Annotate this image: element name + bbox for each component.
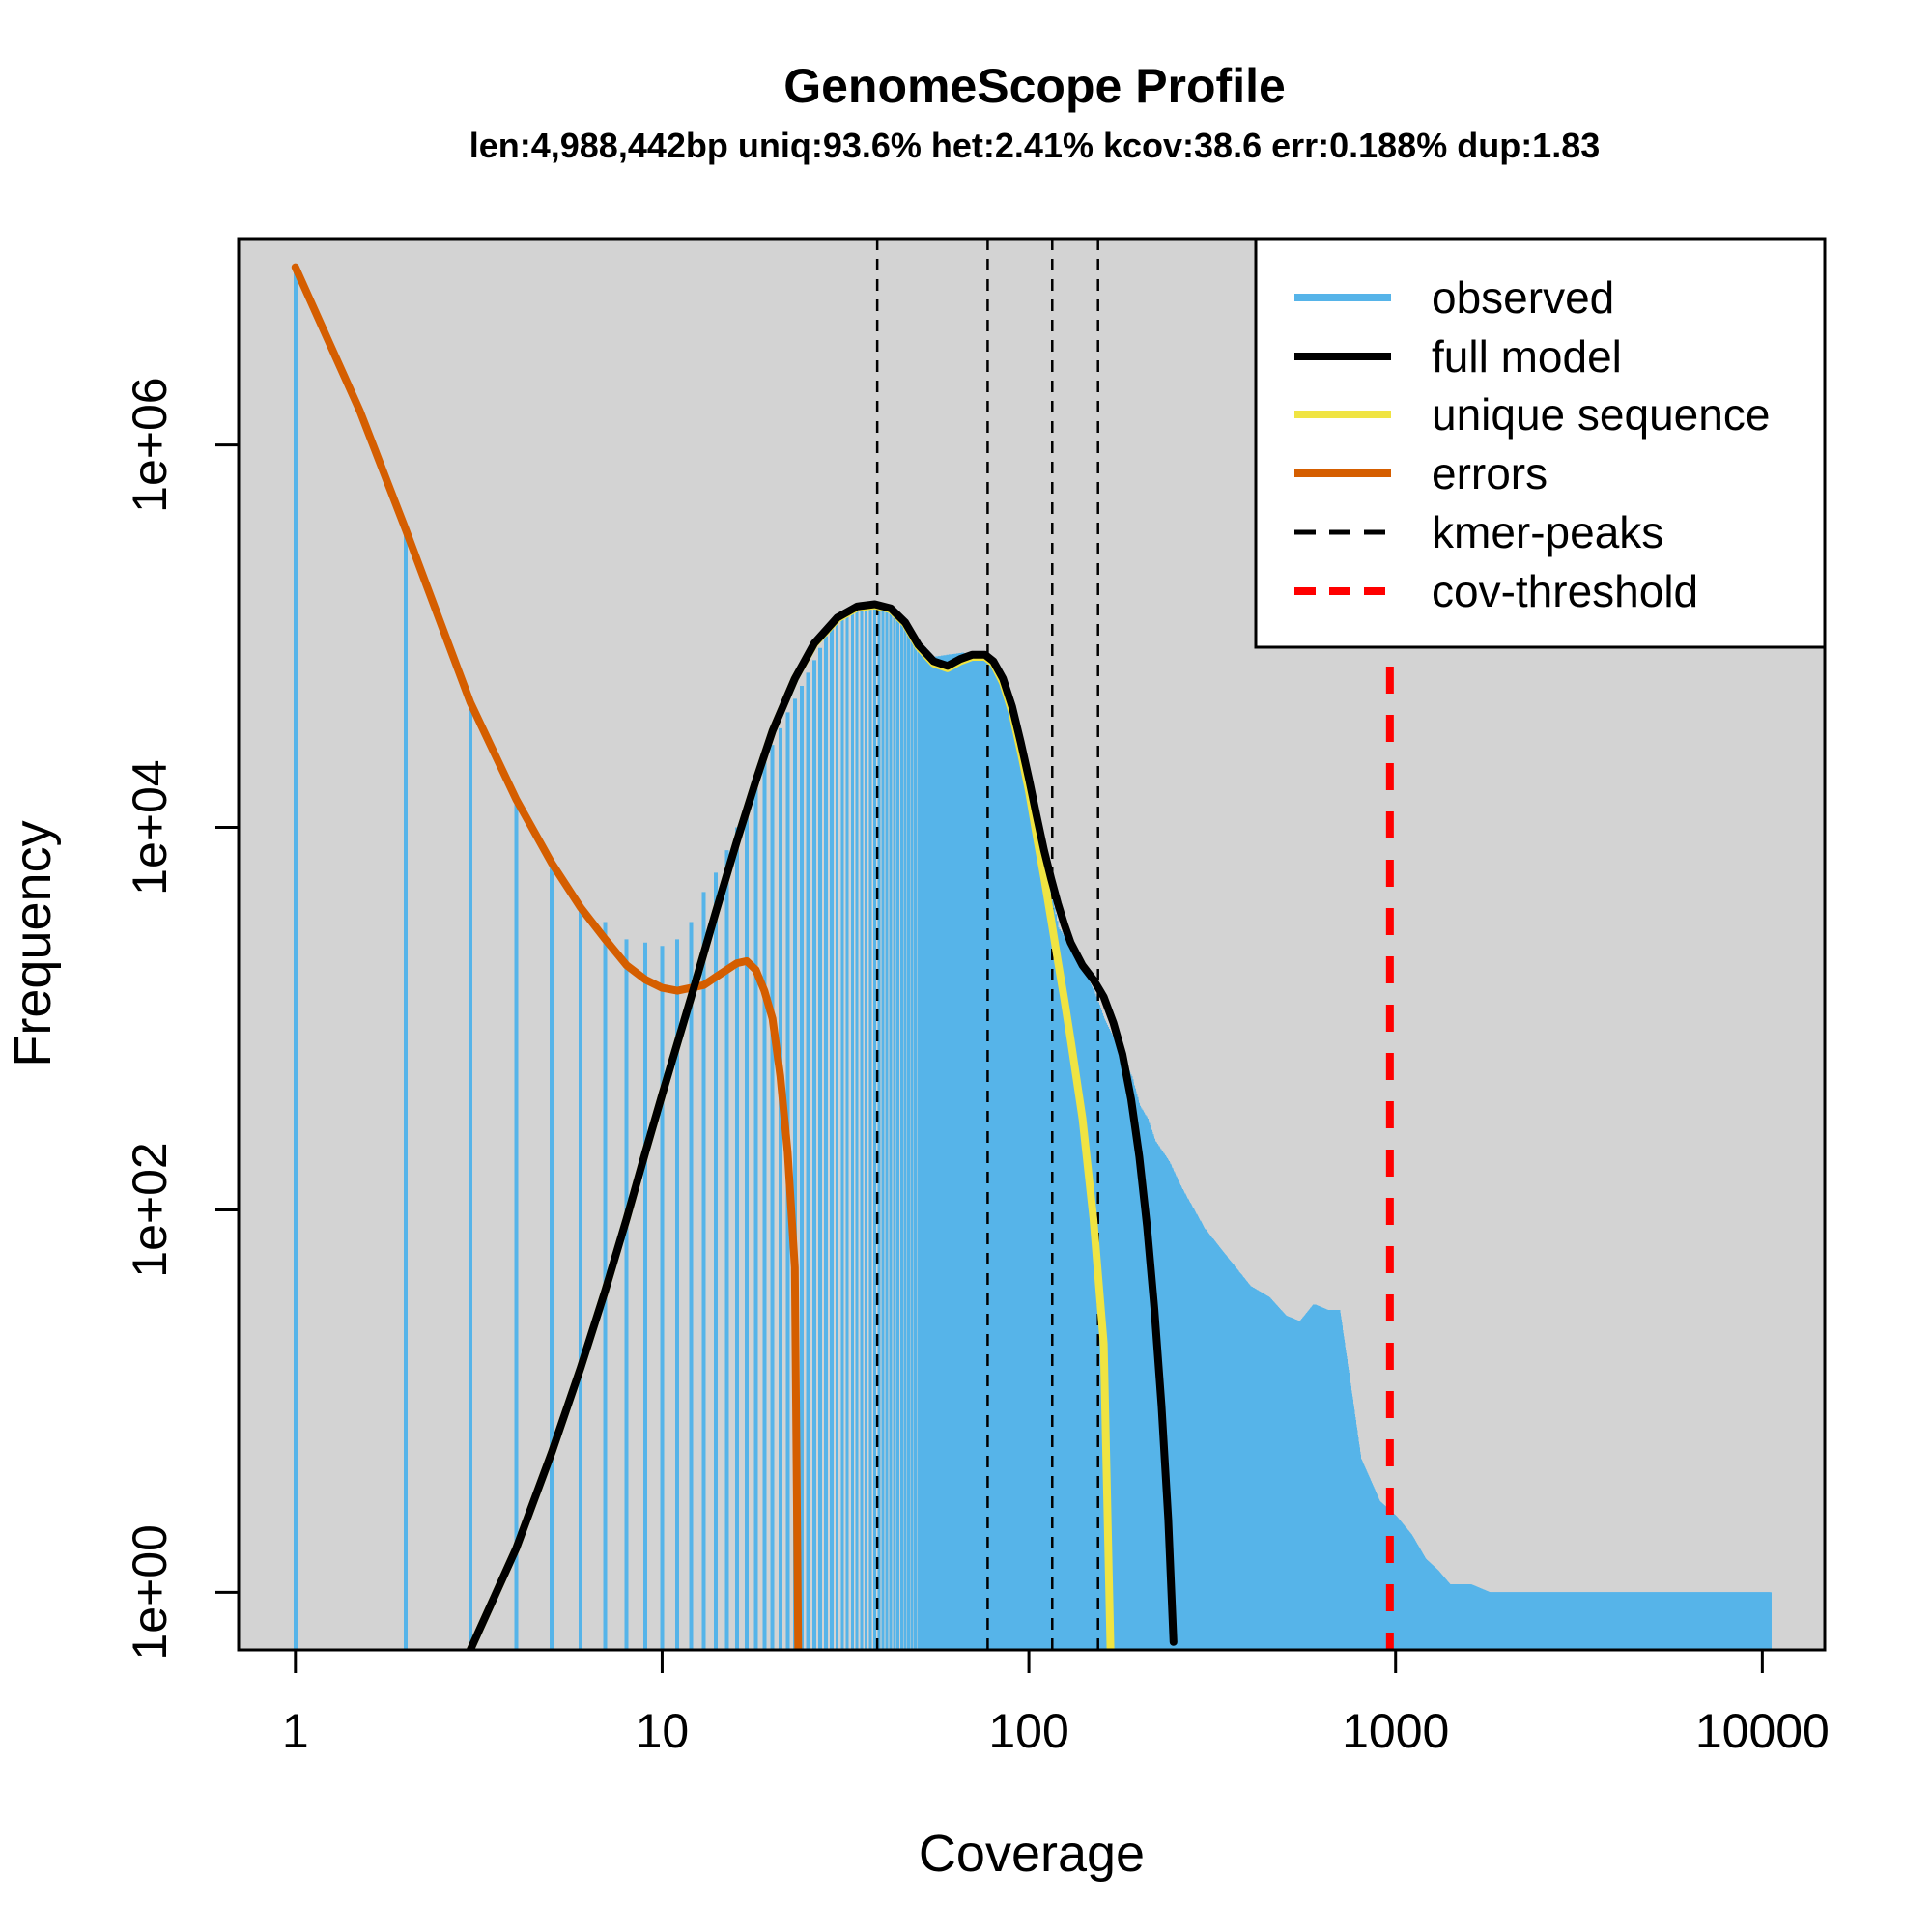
legend-label-observed: observed bbox=[1432, 272, 1614, 323]
x-axis-title: Coverage bbox=[919, 1825, 1145, 1883]
y-axis-title: Frequency bbox=[4, 820, 62, 1066]
chart-subtitle: len:4,988,442bp uniq:93.6% het:2.41% kco… bbox=[469, 126, 1601, 165]
full-model-line bbox=[466, 600, 1178, 1650]
y-tick-label: 1e+02 bbox=[123, 1142, 177, 1277]
y-tick-label: 1e+00 bbox=[123, 1524, 177, 1660]
legend-label-errors: errors bbox=[1432, 448, 1548, 498]
y-tick-label: 1e+04 bbox=[123, 759, 177, 895]
legend-label-kmer-peaks: kmer-peaks bbox=[1432, 507, 1663, 557]
x-tick-label: 1 bbox=[282, 1704, 309, 1758]
x-tick-label: 10 bbox=[636, 1704, 690, 1758]
x-tick-label: 10000 bbox=[1695, 1704, 1830, 1758]
y-axis: 1e+00 1e+02 1e+04 1e+06 bbox=[123, 377, 241, 1661]
chart-title: GenomeScope Profile bbox=[783, 59, 1286, 113]
legend: observed full model unique sequence erro… bbox=[1254, 237, 1827, 649]
model-curves bbox=[291, 263, 1178, 1650]
x-axis: 1 10 100 1000 10000 bbox=[282, 1648, 1830, 1758]
y-tick-label: 1e+06 bbox=[123, 377, 177, 512]
legend-label-full-model: full model bbox=[1432, 331, 1622, 382]
legend-box bbox=[1254, 237, 1827, 649]
legend-label-cov-threshold: cov-threshold bbox=[1432, 566, 1698, 616]
x-tick-label: 100 bbox=[988, 1704, 1068, 1758]
legend-label-unique-sequence: unique sequence bbox=[1432, 389, 1770, 440]
x-tick-label: 1000 bbox=[1342, 1704, 1449, 1758]
